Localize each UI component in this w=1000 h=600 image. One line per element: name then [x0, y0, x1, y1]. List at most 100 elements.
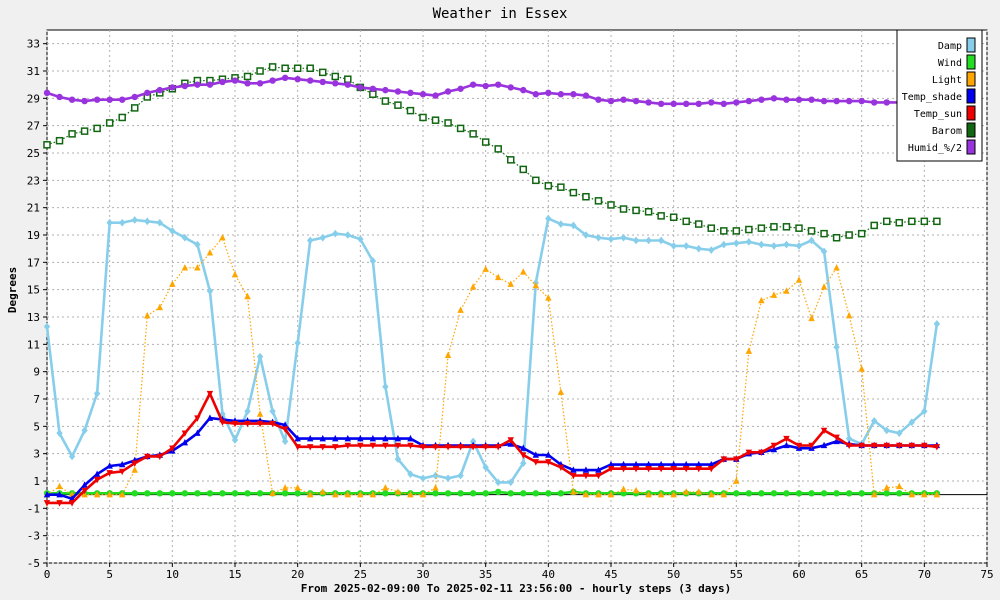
data-point-damp [620, 233, 627, 242]
data-point-temp-sun [394, 442, 402, 450]
data-point-temp-shade [106, 462, 113, 469]
x-tick-label: 50 [667, 568, 680, 581]
data-point-humid-2 [106, 96, 113, 103]
data-point-light [607, 490, 615, 498]
data-point-damp [194, 240, 201, 249]
data-point-damp [432, 471, 439, 480]
data-point-damp [444, 474, 452, 483]
data-point-light [244, 292, 251, 300]
data-point-temp-sun [281, 426, 289, 433]
data-point-barom [732, 227, 741, 235]
data-point-barom [544, 182, 553, 190]
data-point-humid-2 [369, 85, 377, 92]
data-point-temp-sun [795, 442, 803, 450]
data-point-temp-sun [156, 453, 163, 461]
data-point-barom [707, 224, 716, 232]
data-point-light [194, 264, 201, 271]
data-point-humid-2 [206, 81, 214, 88]
data-point-humid-2 [657, 100, 665, 108]
data-point-damp [144, 217, 151, 226]
y-tick-label: 33 [27, 38, 40, 51]
data-point-temp-shade [783, 441, 790, 449]
y-tick-label: -1 [27, 502, 40, 515]
legend-label-temp-shade: Temp_shade [902, 92, 962, 103]
x-tick-label: 40 [542, 568, 555, 581]
data-point-damp [68, 452, 76, 461]
data-point-barom [130, 104, 139, 112]
data-point-barom [908, 217, 916, 226]
data-point-humid-2 [281, 74, 289, 82]
data-point-temp-shade [319, 434, 326, 442]
data-point-temp-shade [43, 490, 51, 498]
data-point-damp [156, 218, 163, 227]
data-point-temp-shade [344, 434, 351, 442]
data-point-wind [745, 490, 753, 497]
data-point-wind [858, 490, 865, 497]
data-point-humid-2 [156, 86, 163, 94]
data-point-temp-sun [482, 444, 489, 451]
data-point-light [419, 490, 427, 498]
data-point-wind [733, 490, 740, 497]
legend-label-humid-2: Humid_%/2 [908, 143, 962, 154]
data-point-damp [106, 218, 113, 227]
data-point-wind [181, 490, 189, 497]
data-point-damp [883, 426, 890, 435]
data-point-temp-sun [144, 453, 151, 461]
data-point-temp-sun [883, 442, 890, 450]
data-point-damp [871, 417, 878, 425]
data-point-barom [682, 217, 690, 226]
data-point-wind [532, 490, 539, 497]
x-tick-label: 10 [166, 568, 179, 581]
data-point-light [858, 365, 865, 372]
data-point-barom [93, 124, 101, 133]
data-point-barom [882, 217, 891, 226]
data-point-humid-2 [745, 97, 753, 105]
data-point-damp [683, 242, 690, 250]
data-point-humid-2 [808, 96, 815, 103]
data-point-temp-sun [419, 444, 427, 451]
y-tick-label: 17 [27, 256, 40, 269]
data-point-temp-sun [319, 444, 326, 451]
data-point-damp [733, 239, 740, 247]
data-point-damp [281, 437, 289, 446]
data-point-temp-shade [520, 444, 527, 451]
data-point-damp [319, 233, 326, 242]
data-point-damp [570, 221, 577, 230]
data-point-wind [833, 490, 840, 497]
data-point-light [733, 477, 740, 484]
data-point-barom [720, 227, 728, 235]
data-point-light [106, 490, 113, 498]
data-point-temp-sun [231, 420, 239, 428]
data-point-damp [407, 470, 414, 478]
data-point-light [532, 281, 539, 289]
data-point-temp-sun [770, 442, 778, 450]
data-point-light [269, 489, 276, 496]
data-point-humid-2 [432, 92, 439, 99]
data-point-light [833, 264, 840, 271]
y-tick-label: 15 [27, 284, 40, 297]
data-point-humid-2 [144, 89, 151, 97]
data-point-temp-shade [632, 460, 640, 468]
data-point-wind [770, 490, 778, 497]
data-point-damp [720, 240, 727, 249]
data-point-barom [281, 64, 289, 73]
data-point-temp-sun [783, 435, 790, 443]
data-point-light [344, 490, 351, 498]
data-point-wind [281, 490, 289, 497]
y-tick-label: -3 [27, 530, 40, 543]
data-point-barom [381, 97, 390, 105]
data-point-barom [832, 233, 841, 242]
data-point-temp-sun [908, 442, 915, 450]
data-point-wind [520, 490, 527, 497]
data-point-damp [332, 229, 339, 238]
data-point-damp [808, 236, 815, 245]
data-point-humid-2 [56, 93, 63, 101]
data-point-temp-sun [858, 442, 865, 450]
data-point-humid-2 [269, 77, 276, 84]
data-point-damp [269, 407, 276, 416]
data-point-barom [444, 119, 452, 127]
x-tick-label: 20 [291, 568, 304, 581]
data-point-light [457, 306, 464, 313]
data-point-light [307, 490, 314, 498]
